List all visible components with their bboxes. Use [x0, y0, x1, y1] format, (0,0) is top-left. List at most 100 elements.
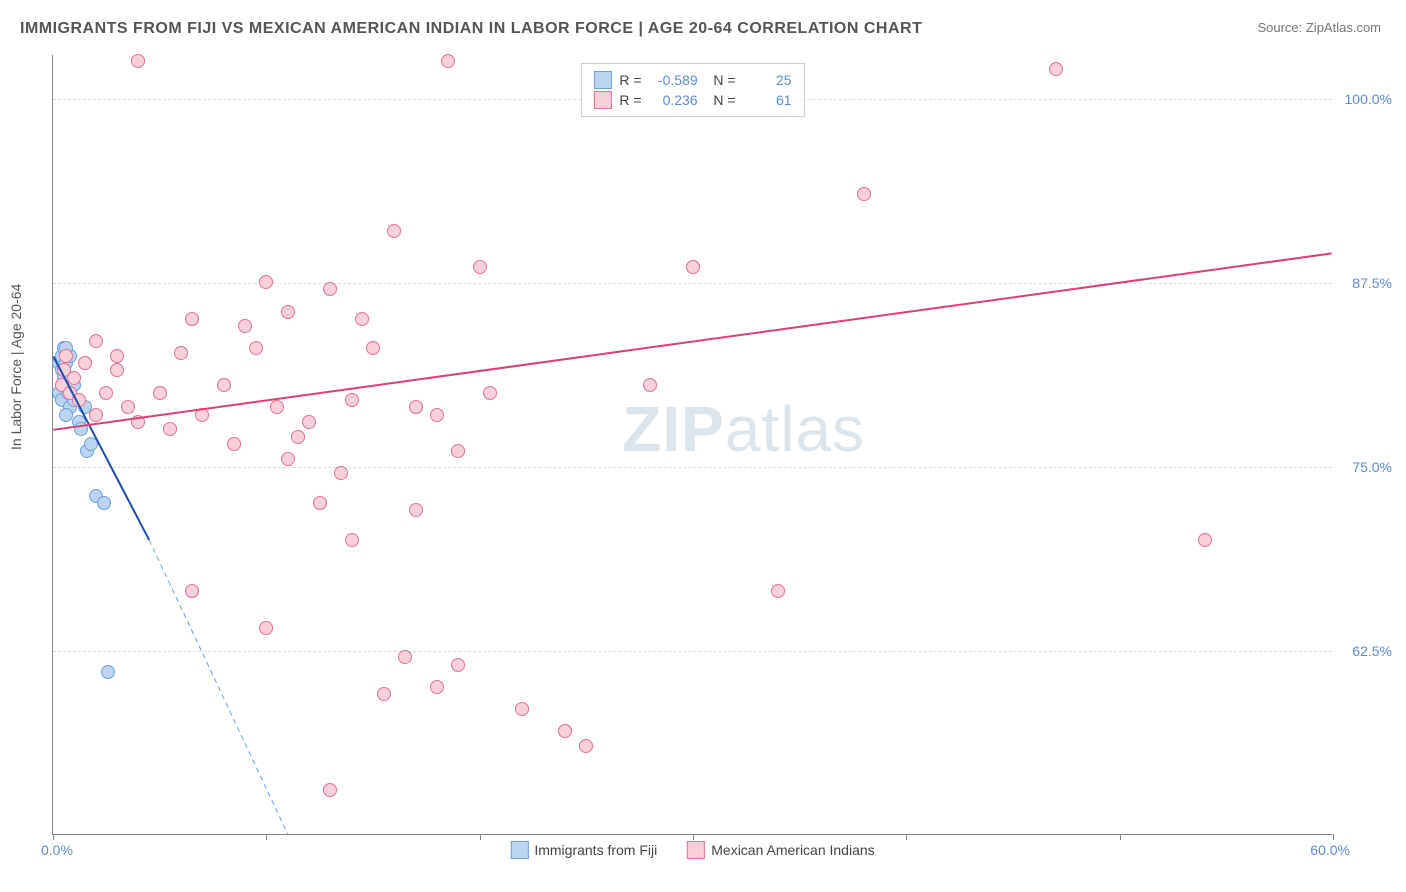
data-point-mexican: [99, 386, 113, 400]
data-point-mexican: [249, 341, 263, 355]
data-point-mexican: [430, 408, 444, 422]
legend-swatch: [687, 841, 705, 859]
data-point-mexican: [281, 305, 295, 319]
data-point-mexican: [473, 260, 487, 274]
x-tick: [53, 834, 54, 840]
legend-r-value: -0.589: [650, 72, 698, 88]
data-point-mexican: [238, 319, 252, 333]
x-tick: [1120, 834, 1121, 840]
data-point-mexican: [558, 724, 572, 738]
legend-n-value: 25: [744, 72, 792, 88]
data-point-mexican: [323, 282, 337, 296]
y-tick-label: 87.5%: [1337, 275, 1392, 291]
watermark-light: atlas: [725, 393, 865, 465]
data-point-mexican: [72, 393, 86, 407]
x-tick: [693, 834, 694, 840]
gridline: [53, 467, 1332, 468]
data-point-mexican: [366, 341, 380, 355]
data-point-mexican: [89, 334, 103, 348]
x-tick: [906, 834, 907, 840]
data-point-mexican: [185, 312, 199, 326]
data-point-mexican: [377, 687, 391, 701]
chart-title: IMMIGRANTS FROM FIJI VS MEXICAN AMERICAN…: [20, 20, 922, 38]
data-point-mexican: [270, 400, 284, 414]
data-point-mexican: [345, 533, 359, 547]
data-point-mexican: [78, 356, 92, 370]
legend-r-label: R =: [619, 92, 641, 108]
data-point-mexican: [291, 430, 305, 444]
data-point-mexican: [110, 363, 124, 377]
data-point-mexican: [153, 386, 167, 400]
data-point-mexican: [686, 260, 700, 274]
data-point-fiji: [84, 437, 98, 451]
data-point-mexican: [121, 400, 135, 414]
data-point-mexican: [217, 378, 231, 392]
data-point-mexican: [387, 224, 401, 238]
data-point-mexican: [259, 275, 273, 289]
data-point-mexican: [483, 386, 497, 400]
data-point-mexican: [67, 371, 81, 385]
gridline: [53, 651, 1332, 652]
y-axis-label: In Labor Force | Age 20-64: [8, 284, 24, 450]
data-point-fiji: [59, 408, 73, 422]
watermark: ZIPatlas: [622, 392, 865, 466]
data-point-mexican: [302, 415, 316, 429]
x-axis-min-label: 0.0%: [41, 842, 73, 858]
legend-series: Immigrants from Fiji Mexican American Ind…: [510, 841, 874, 859]
data-point-mexican: [227, 437, 241, 451]
data-point-mexican: [1198, 533, 1212, 547]
data-point-mexican: [451, 658, 465, 672]
data-point-mexican: [334, 466, 348, 480]
data-point-mexican: [398, 650, 412, 664]
data-point-mexican: [430, 680, 444, 694]
data-point-mexican: [174, 346, 188, 360]
data-point-mexican: [409, 400, 423, 414]
data-point-mexican: [771, 584, 785, 598]
x-tick: [266, 834, 267, 840]
data-point-mexican: [1049, 62, 1063, 76]
data-point-fiji: [101, 665, 115, 679]
data-point-mexican: [185, 584, 199, 598]
plot-area: ZIPatlas 62.5%75.0%87.5%100.0% 0.0% 60.0…: [52, 55, 1332, 835]
data-point-mexican: [345, 393, 359, 407]
data-point-mexican: [355, 312, 369, 326]
data-point-mexican: [259, 621, 273, 635]
y-tick-label: 62.5%: [1337, 643, 1392, 659]
source-label: Source: ZipAtlas.com: [1257, 20, 1381, 35]
data-point-mexican: [163, 422, 177, 436]
data-point-mexican: [409, 503, 423, 517]
data-point-mexican: [131, 415, 145, 429]
legend-swatch: [593, 91, 611, 109]
legend-swatch: [510, 841, 528, 859]
data-point-mexican: [313, 496, 327, 510]
x-tick: [1333, 834, 1334, 840]
data-point-mexican: [131, 54, 145, 68]
data-point-mexican: [441, 54, 455, 68]
data-point-mexican: [195, 408, 209, 422]
legend-r-value: 0.236: [650, 92, 698, 108]
legend-swatch: [593, 71, 611, 89]
data-point-mexican: [515, 702, 529, 716]
legend-stat-row-mexican: R = 0.236 N = 61: [593, 90, 791, 110]
data-point-mexican: [89, 408, 103, 422]
data-point-fiji: [74, 422, 88, 436]
data-point-mexican: [857, 187, 871, 201]
trendline-ext-fiji: [149, 540, 287, 834]
y-tick-label: 100.0%: [1337, 91, 1392, 107]
data-point-mexican: [110, 349, 124, 363]
legend-r-label: R =: [619, 72, 641, 88]
legend-n-label: N =: [706, 92, 736, 108]
legend-stat-row-fiji: R = -0.589 N = 25: [593, 70, 791, 90]
legend-stats: R = -0.589 N = 25R = 0.236 N = 61: [580, 63, 804, 117]
legend-n-label: N =: [706, 72, 736, 88]
data-point-mexican: [59, 349, 73, 363]
data-point-mexican: [579, 739, 593, 753]
data-point-mexican: [323, 783, 337, 797]
legend-series-label: Immigrants from Fiji: [534, 842, 657, 858]
legend-series-label: Mexican American Indians: [711, 842, 874, 858]
legend-series-item: Mexican American Indians: [687, 841, 874, 859]
legend-series-item: Immigrants from Fiji: [510, 841, 657, 859]
watermark-bold: ZIP: [622, 393, 725, 465]
data-point-mexican: [643, 378, 657, 392]
y-tick-label: 75.0%: [1337, 459, 1392, 475]
